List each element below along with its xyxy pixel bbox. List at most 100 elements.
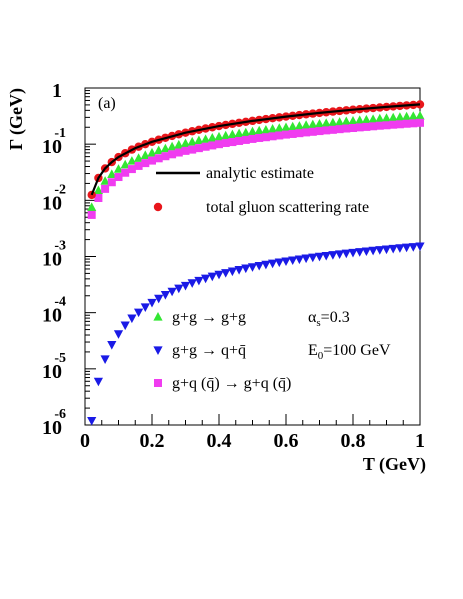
y-tick-base: 10 — [42, 249, 62, 271]
data-point-triangle-down — [221, 269, 231, 278]
data-point-triangle-down — [120, 321, 130, 331]
x-tick-labels: 0 0.2 0.4 0.6 0.8 1 — [80, 430, 425, 452]
data-point-triangle-up — [381, 113, 392, 122]
data-point-triangle-down — [254, 261, 264, 271]
legend-item: g+g → g+g — [153, 309, 246, 326]
legend-label: g+q (q̄) → g+q (q̄) — [172, 375, 291, 392]
data-point-triangle-down — [180, 281, 191, 291]
data-point-square — [389, 120, 398, 129]
data-point-triangle-down — [408, 243, 418, 252]
data-point-triangle-down — [355, 248, 365, 257]
data-point-triangle-up — [341, 116, 351, 126]
data-point-triangle-down — [301, 254, 311, 264]
data-point-triangle-up — [294, 121, 304, 130]
data-point-triangle-down — [388, 244, 398, 254]
data-point-triangle-down — [241, 264, 251, 274]
data-point-triangle-down — [234, 265, 244, 275]
data-point-triangle-down — [415, 242, 425, 252]
y-tick-exponent: -3 — [54, 239, 66, 254]
data-point-triangle-up — [140, 150, 150, 160]
data-point-square — [342, 124, 351, 133]
data-point-square — [288, 129, 297, 138]
data-point-square — [127, 165, 136, 174]
y-tick-exponent: -4 — [54, 295, 66, 310]
data-point-triangle-down — [214, 270, 224, 280]
data-point-triangle-down — [194, 276, 204, 286]
data-point-triangle-up — [402, 111, 412, 121]
x-tick-label: 1 — [415, 430, 425, 452]
data-point-triangle-up — [100, 176, 110, 185]
data-point-square — [308, 127, 317, 136]
y-tick-label: 10-3 — [42, 239, 66, 271]
y-tick-base: 10 — [42, 361, 62, 383]
data-point-square — [362, 122, 371, 131]
data-point-square — [107, 178, 116, 187]
data-point-square — [416, 118, 424, 127]
data-point-triangle-down — [227, 267, 237, 277]
data-point-triangle-up — [408, 111, 418, 120]
legend-marker-triangle-down — [153, 346, 163, 355]
data-point-square — [161, 152, 170, 161]
legend-label: g+g → g+g — [172, 309, 246, 326]
data-point-square — [174, 148, 183, 157]
data-point-square — [335, 125, 344, 134]
data-point-triangle-up — [395, 112, 405, 121]
legend-marker-circle — [153, 202, 163, 212]
data-point-triangle-down — [402, 243, 412, 253]
data-point-triangle-up — [321, 118, 331, 127]
data-point-triangle-up — [207, 132, 217, 142]
data-point-square — [282, 130, 290, 139]
data-point-triangle-down — [361, 247, 371, 257]
data-point-triangle-down — [247, 263, 258, 272]
data-point-triangle-up — [234, 128, 244, 138]
data-point-triangle-down — [160, 290, 170, 300]
y-tick-base: 10 — [42, 192, 62, 214]
data-point-triangle-down — [187, 279, 197, 288]
data-point-triangle-up — [415, 110, 425, 120]
data-point-triangle-down — [314, 252, 325, 262]
data-point-square — [154, 154, 163, 163]
data-point-triangle-down — [368, 246, 378, 256]
data-point-triangle-down — [335, 250, 345, 259]
data-point-square — [201, 142, 210, 151]
data-point-triangle-down — [308, 253, 318, 263]
data-point-square — [295, 129, 304, 138]
legend-item: g+g → q+q̄ — [153, 342, 246, 359]
data-point-triangle-down — [93, 377, 103, 387]
y-tick-label: 10-6 — [42, 407, 66, 439]
data-point-triangle-up — [247, 126, 258, 136]
legend-bottom: g+g → g+g g+g → q+q̄ g+q (q̄) → g+q (q̄) — [153, 309, 291, 392]
data-point-triangle-up — [127, 156, 137, 165]
data-point-square — [235, 136, 244, 145]
data-point-triangle-down — [147, 298, 157, 308]
data-point-square — [215, 140, 223, 149]
legend-label: analytic estimate — [206, 165, 314, 182]
y-tick-label: 10-4 — [42, 295, 66, 327]
data-point-square — [369, 122, 378, 131]
data-point-triangle-down — [348, 248, 358, 258]
data-point-triangle-up — [348, 115, 358, 125]
data-point-triangle-down — [113, 330, 124, 339]
data-point-square — [382, 121, 391, 130]
data-point-square — [208, 141, 217, 150]
series-line — [90, 103, 421, 196]
y-tick-exponent: -1 — [54, 126, 66, 141]
legend-marker-triangle-up — [153, 312, 163, 321]
data-point-square — [349, 124, 357, 133]
data-point-triangle-up — [180, 138, 191, 148]
data-point-square — [168, 150, 177, 159]
data-point-triangle-down — [100, 355, 110, 364]
y-tick-label: 10-5 — [42, 351, 66, 383]
x-tick-label: 0 — [80, 430, 90, 452]
param-energy: E0=100 GeV — [308, 342, 391, 362]
data-point-square — [181, 146, 190, 155]
data-point-square — [241, 135, 250, 144]
data-point-square — [322, 126, 331, 135]
data-point-triangle-up — [355, 115, 365, 124]
y-tick-exponent: -6 — [54, 407, 66, 422]
data-point-triangle-up — [134, 153, 144, 162]
y-tick-labels: 110-110-210-310-410-510-6 — [42, 80, 66, 439]
data-point-triangle-down — [294, 255, 304, 265]
data-point-square — [228, 138, 237, 147]
